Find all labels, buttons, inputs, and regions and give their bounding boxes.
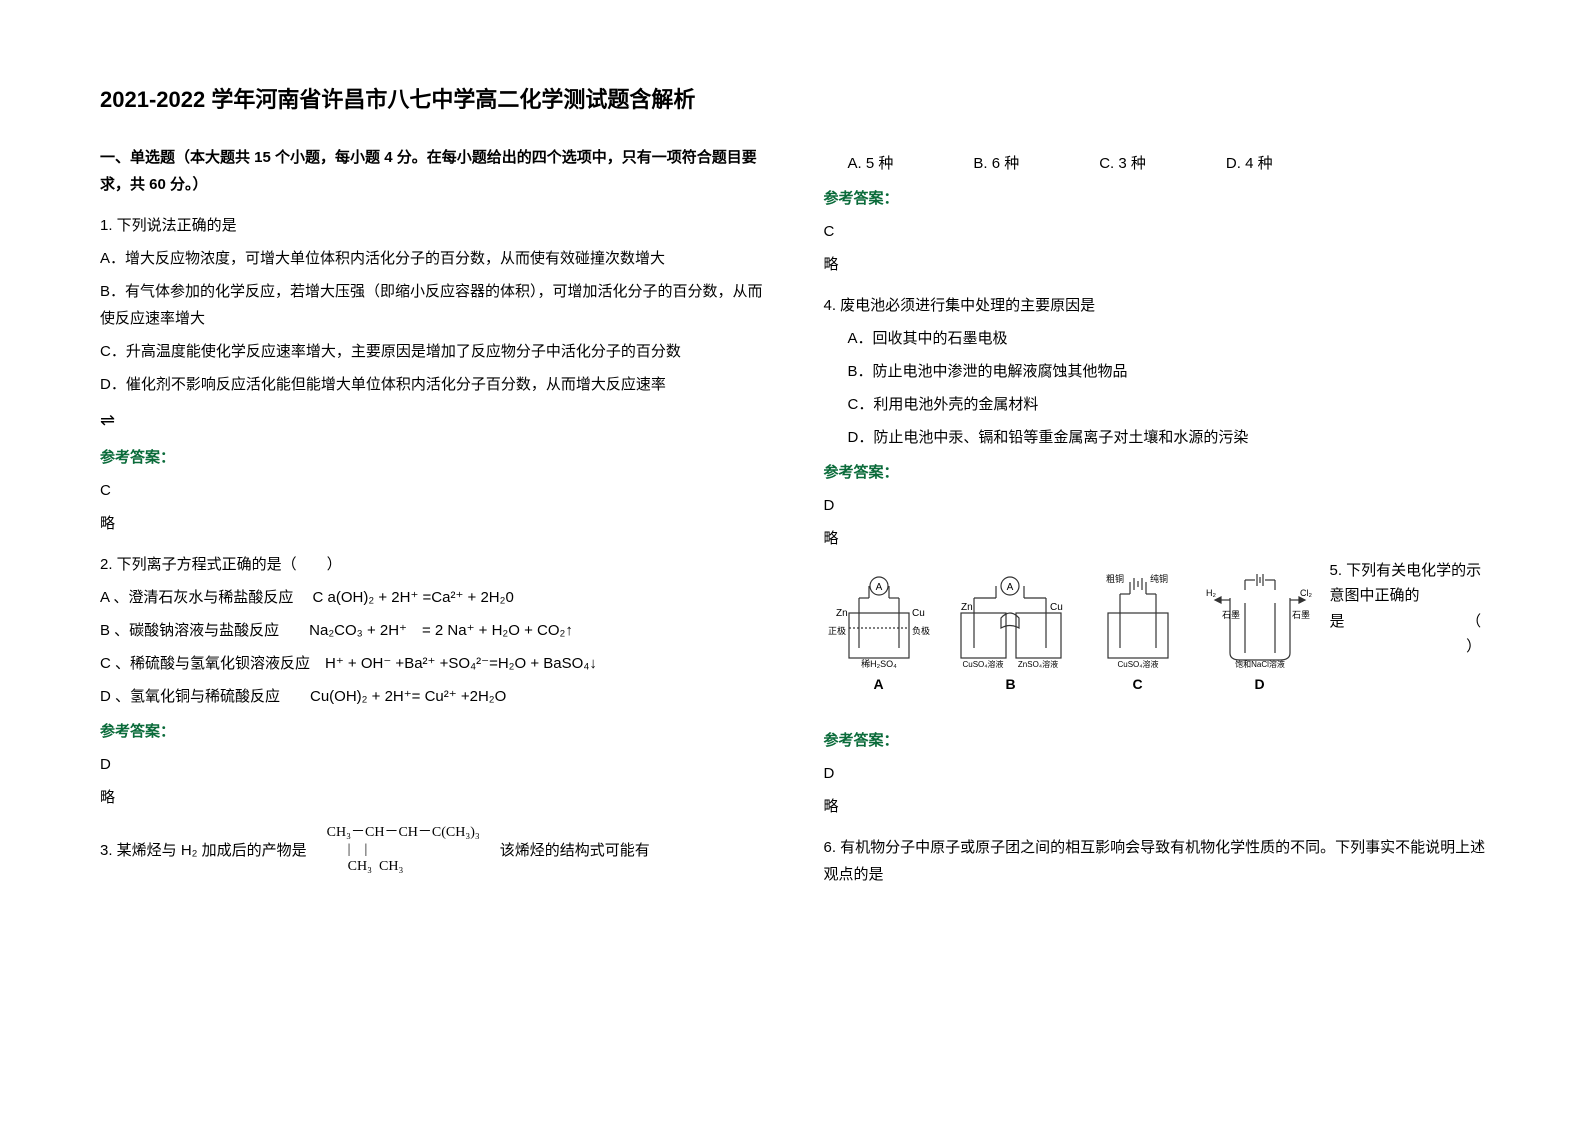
q1-option-c: C．升高温度能使化学反应速率增大，主要原因是增加了反应物分子中活化分子的百分数 (100, 338, 764, 365)
q2-ref-label: 参考答案： (100, 718, 764, 745)
q4-option-a: A．回收其中的石墨电极 (824, 325, 1488, 352)
q3-ref-label: 参考答案： (824, 185, 1488, 212)
electrode-right: Cu (912, 608, 925, 619)
q3-post-text: 该烯烃的结构式可能有 (500, 837, 650, 864)
q3-pre-text: 3. 某烯烃与 H₂ 加成后的产物是 (100, 837, 307, 864)
q5-diagram-a: A Zn Cu 正极 负极 稀H₂SO₄ A (824, 568, 934, 697)
left-column: 一、单选题（本大题共 15 个小题，每小题 4 分。在每小题给出的四个选项中，只… (100, 144, 764, 894)
electrochemistry-cell-b-icon: A Zn Cu CuSO₄溶液 ZnSO₄溶液 (946, 568, 1076, 668)
electrode-right: Cu (1050, 602, 1063, 613)
q3-formula-top: CH₃－CH－CH－C(CH₃)₃ (327, 825, 480, 842)
q2-option-b: B 、碳酸钠溶液与盐酸反应 Na₂CO₃ + 2H⁺ = 2 Na⁺ + H₂O… (100, 617, 764, 644)
electrode-left: 石墨 (1222, 610, 1240, 620)
q4-option-c: C．利用电池外壳的金属材料 (824, 391, 1488, 418)
q4-note: 略 (824, 525, 1488, 552)
electrode-right: 纯铜 (1150, 573, 1168, 584)
q4-option-b: B．防止电池中渗泄的电解液腐蚀其他物品 (824, 358, 1488, 385)
q5-stem-line1: 5. 下列有关电化学的示 (1330, 558, 1482, 584)
q3-stem: 3. 某烯烃与 H₂ 加成后的产物是 CH₃－CH－CH－C(CH₃)₃ | |… (100, 825, 764, 875)
q1-ref-label: 参考答案： (100, 444, 764, 471)
two-column-layout: 一、单选题（本大题共 15 个小题，每小题 4 分。在每小题给出的四个选项中，只… (100, 144, 1487, 894)
q5-note: 略 (824, 793, 1488, 820)
q2-answer: D (100, 751, 764, 778)
gas-left: H₂ (1206, 588, 1216, 598)
solution-left: CuSO₄溶液 (962, 659, 1003, 668)
q5-stem-text: 5. 下列有关电化学的示 意图中正确的 是 （ ） (1330, 558, 1482, 660)
q5-stem-line2: 意图中正确的 (1330, 583, 1482, 609)
q5-diagram-b: A Zn Cu CuSO₄溶液 ZnSO₄溶液 B (946, 568, 1076, 697)
electrode-left: 粗铜 (1106, 573, 1124, 584)
q1-option-b: B．有气体参加的化学反应，若增大压强（即缩小反应容器的体积），可增加活化分子的百… (100, 278, 764, 332)
q5-block: A Zn Cu 正极 负极 稀H₂SO₄ A (824, 558, 1488, 707)
electrolysis-cell-d-icon: H₂ Cl₂ 石墨 石墨 饱和NaCl溶液 (1200, 568, 1320, 668)
q4-option-d: D．防止电池中汞、镉和铅等重金属离子对土壤和水源的污染 (824, 424, 1488, 451)
q6-stem: 6. 有机物分子中原子或原子团之间的相互影响会导致有机物化学性质的不同。下列事实… (824, 834, 1488, 888)
q1-stem: 1. 下列说法正确的是 (100, 212, 764, 239)
q5-paren-right: ） (1330, 634, 1482, 660)
q4-answer: D (824, 492, 1488, 519)
q3-answer: C (824, 218, 1488, 245)
q3-option-d: D. 4 种 (1226, 150, 1273, 177)
q3-formula-bot: CH₃ CH₃ (327, 859, 480, 876)
q5-ref-label: 参考答案： (824, 727, 1488, 754)
electrode-left: Zn (836, 608, 848, 619)
solution-label: 稀H₂SO₄ (861, 658, 897, 668)
q4-stem: 4. 废电池必须进行集中处理的主要原因是 (824, 292, 1488, 319)
q5-stem-line3: 是 (1330, 613, 1345, 630)
q2-stem: 2. 下列离子方程式正确的是（ ） (100, 551, 764, 578)
diagram-a-label: A (873, 672, 883, 697)
solution-label: 饱和NaCl溶液 (1235, 659, 1285, 668)
q3-note: 略 (824, 251, 1488, 278)
electrolysis-cell-c-icon: 粗铜 纯铜 CuSO₄溶液 (1088, 568, 1188, 668)
electrode-right: 石墨 (1292, 610, 1310, 620)
q3-option-c: C. 3 种 (1099, 150, 1146, 177)
page-title: 2021-2022 学年河南省许昌市八七中学高二化学测试题含解析 (100, 80, 1487, 120)
q2-option-c: C 、稀硫酸与氢氧化钡溶液反应 H⁺ + OH⁻ +Ba²⁺ +SO₄²⁻=H₂… (100, 650, 764, 677)
pos-label: 正极 (828, 625, 846, 636)
section-header: 一、单选题（本大题共 15 个小题，每小题 4 分。在每小题给出的四个选项中，只… (100, 144, 764, 198)
q5-diagram-d: H₂ Cl₂ 石墨 石墨 饱和NaCl溶液 D (1200, 568, 1320, 697)
q5-diagram-c: 粗铜 纯铜 CuSO₄溶液 C (1088, 568, 1188, 697)
gas-right: Cl₂ (1300, 588, 1312, 598)
q5-answer: D (824, 760, 1488, 787)
q2-option-a: A 、澄清石灰水与稀盐酸反应 C a(OH)₂ + 2H⁺ =Ca²⁺ + 2H… (100, 584, 764, 611)
q3-formula-mid: | | (327, 842, 480, 859)
meter-label: A (1006, 582, 1013, 593)
q4-ref-label: 参考答案： (824, 459, 1488, 486)
q5-diagram-row: A Zn Cu 正极 负极 稀H₂SO₄ A (824, 568, 1320, 697)
q1-answer: C (100, 477, 764, 504)
q1-option-d: D．催化剂不影响反应活化能但能增大单位体积内活化分子百分数，从而增大反应速率 (100, 371, 764, 398)
q1-arrow: ⇌ (100, 404, 764, 436)
q2-option-d: D 、氢氧化铜与稀硫酸反应 Cu(OH)₂ + 2H⁺= Cu²⁺ +2H₂O (100, 683, 764, 710)
q3-option-a: A. 5 种 (848, 150, 894, 177)
solution-right: ZnSO₄溶液 (1017, 659, 1057, 668)
electrode-left: Zn (961, 602, 973, 613)
q5-paren-left: （ (1466, 609, 1481, 635)
diagram-d-label: D (1254, 672, 1264, 697)
q1-option-a: A．增大反应物浓度，可增大单位体积内活化分子的百分数，从而使有效碰撞次数增大 (100, 245, 764, 272)
solution-label: CuSO₄溶液 (1117, 659, 1158, 668)
right-column: A. 5 种 B. 6 种 C. 3 种 D. 4 种 参考答案： C 略 4.… (824, 144, 1488, 894)
diagram-c-label: C (1132, 672, 1142, 697)
q3-structural-formula: CH₃－CH－CH－C(CH₃)₃ | | CH₃ CH₃ (327, 825, 480, 875)
q3-options-row: A. 5 种 B. 6 种 C. 3 种 D. 4 种 (824, 150, 1488, 177)
q2-note: 略 (100, 784, 764, 811)
q3-option-b: B. 6 种 (973, 150, 1019, 177)
neg-label: 负极 (912, 625, 930, 636)
meter-label: A (875, 582, 882, 593)
diagram-b-label: B (1005, 672, 1015, 697)
q1-note: 略 (100, 510, 764, 537)
electrochemistry-cell-a-icon: A Zn Cu 正极 负极 稀H₂SO₄ (824, 568, 934, 668)
